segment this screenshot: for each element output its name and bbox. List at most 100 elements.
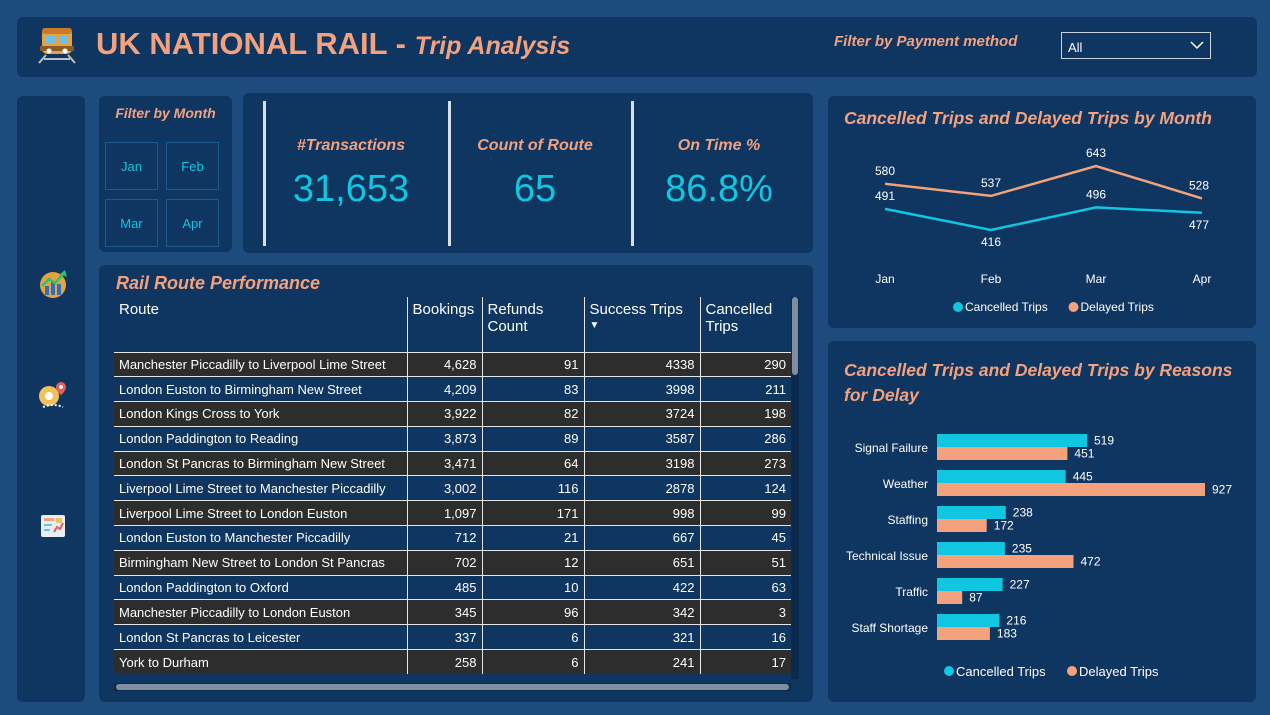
column-header-refunds[interactable]: Refunds Count: [481, 297, 584, 352]
side-nav: [17, 96, 85, 702]
vertical-scrollbar[interactable]: [791, 297, 799, 679]
x-tick-label: Feb: [981, 272, 1002, 286]
cell-bookings: 337: [406, 624, 482, 650]
legend-label: Cancelled Trips: [965, 300, 1048, 314]
cell-route: London Kings Cross to York: [114, 401, 407, 427]
monthly-trend-panel: Cancelled Trips and Delayed Trips by Mon…: [828, 96, 1256, 328]
cell-route: London St Pancras to Birmingham New Stre…: [114, 450, 407, 476]
chevron-down-icon: [1190, 41, 1204, 50]
cell-refunds: 91: [481, 351, 584, 377]
kpi-on-time-label: On Time %: [677, 137, 761, 154]
table-row[interactable]: Liverpool Lime Street to Manchester Picc…: [114, 475, 791, 501]
sort-descending-icon: ▼: [589, 320, 600, 331]
table-row[interactable]: London St Pancras to Leicester 337 6 321 16: [114, 624, 791, 650]
cell-success-trips: 998: [583, 500, 700, 526]
cell-success-trips: 667: [583, 525, 700, 551]
legend-marker: [944, 666, 954, 676]
x-tick-label: Jan: [875, 272, 894, 286]
data-label: 580: [875, 164, 895, 178]
table-row[interactable]: Manchester Piccadilly to London Euston 34…: [114, 599, 791, 625]
cell-route: Liverpool Lime Street to Manchester Picc…: [114, 475, 407, 501]
cell-refunds: 89: [481, 425, 584, 452]
month-button-mar[interactable]: Mar: [105, 199, 158, 247]
cell-bookings: 712: [406, 525, 482, 551]
table-row[interactable]: London Kings Cross to York 3,922 82 3724 198: [114, 401, 791, 427]
column-header-label: Bookings: [412, 301, 475, 318]
table-header-row: Route Bookings Refunds Count Success Tri…: [114, 297, 791, 352]
cell-refunds: 96: [481, 599, 584, 625]
cell-cancelled-trips: 273: [699, 450, 791, 476]
column-header-cancelled-trips[interactable]: Cancelled Trips: [699, 297, 791, 352]
cell-success-trips: 422: [583, 574, 700, 600]
month-button-apr[interactable]: Apr: [166, 199, 219, 247]
data-label: 491: [875, 189, 895, 203]
data-label: 238: [1013, 506, 1033, 520]
data-label: 216: [1006, 614, 1026, 628]
kpi-transactions-label: #Transactions: [296, 137, 406, 154]
payment-method-value: All: [1068, 40, 1083, 55]
legend-label: Delayed Trips: [1081, 300, 1154, 314]
cell-cancelled-trips: 290: [699, 351, 791, 377]
column-header-success-trips[interactable]: Success Trips ▼: [583, 297, 700, 352]
column-header-route[interactable]: Route: [114, 297, 407, 352]
map-pin-icon[interactable]: [37, 380, 69, 412]
cell-route: London Euston to Birmingham New Street: [114, 376, 407, 402]
line-chart: 491 416 496 477 580 537 643 528 Jan Feb Mar Apr Canc…: [875, 146, 1211, 314]
table-row[interactable]: London St Pancras to Birmingham New Stre…: [114, 450, 791, 476]
app-title: UK NATIONAL RAIL: [96, 26, 388, 61]
cell-refunds: 10: [481, 574, 584, 600]
table-row[interactable]: London Euston to Birmingham New Street 4,…: [114, 376, 791, 402]
column-header-label: Cancelled Trips: [705, 301, 773, 335]
page-subtitle: Trip Analysis: [414, 32, 571, 60]
cell-route: London Paddington to Oxford: [114, 574, 407, 600]
data-label: 451: [1074, 447, 1094, 461]
table-row[interactable]: London Paddington to Reading 3,873 89 3587 2…: [114, 425, 791, 452]
month-filter-panel: Filter by Month Jan Feb Mar Apr: [99, 96, 232, 252]
trend-chart-icon[interactable]: [37, 268, 69, 300]
table-row[interactable]: Liverpool Lime Street to London Euston 1,…: [114, 500, 791, 526]
horizontal-scrollbar[interactable]: [114, 683, 791, 691]
table-row[interactable]: London Paddington to Oxford 485 10 422 63: [114, 574, 791, 600]
train-logo-icon: [38, 28, 76, 64]
delay-reasons-panel: Cancelled Trips and Delayed Trips by Rea…: [828, 341, 1256, 702]
cell-bookings: 3,471: [406, 450, 482, 476]
scrollbar-thumb[interactable]: [792, 297, 798, 375]
bar-cancelled: [937, 542, 1005, 555]
legend-label: Delayed Trips: [1079, 664, 1159, 679]
cell-refunds: 116: [481, 475, 584, 501]
scrollbar-thumb[interactable]: [116, 684, 789, 690]
kpi-divider: [448, 101, 451, 246]
data-label: 472: [1081, 555, 1101, 569]
bar-cancelled: [937, 578, 1003, 591]
cell-cancelled-trips: 45: [699, 525, 791, 551]
month-button-jan[interactable]: Jan: [105, 142, 158, 190]
cell-refunds: 6: [481, 649, 584, 675]
table-row[interactable]: London Euston to Manchester Piccadilly 71…: [114, 525, 791, 551]
page-title: UK NATIONAL RAIL - Trip Analysis: [96, 26, 570, 62]
payment-filter-label: Filter by Payment method: [834, 33, 1018, 50]
payment-method-dropdown[interactable]: All: [1061, 32, 1211, 59]
data-label: 87: [969, 591, 983, 605]
data-label: 477: [1189, 218, 1209, 232]
table-row[interactable]: Manchester Piccadilly to Liverpool Lime …: [114, 351, 791, 377]
table-row[interactable]: Birmingham New Street to London St Pancr…: [114, 549, 791, 576]
cell-success-trips: 342: [583, 599, 700, 625]
cell-bookings: 3,873: [406, 425, 482, 452]
y-category-label: Staff Shortage: [852, 621, 929, 635]
column-header-label: Route: [119, 301, 160, 318]
y-category-label: Traffic: [895, 585, 928, 599]
data-label: 519: [1094, 434, 1114, 448]
route-performance-panel: Rail Route Performance Route Bookings Re…: [99, 265, 813, 702]
legend-label: Cancelled Trips: [956, 664, 1046, 679]
month-button-feb[interactable]: Feb: [166, 142, 219, 190]
report-icon[interactable]: [37, 510, 69, 542]
column-header-bookings[interactable]: Bookings: [406, 297, 482, 352]
cell-refunds: 83: [481, 376, 584, 402]
table-row[interactable]: York to Durham 258 6 241 17: [114, 649, 791, 675]
cell-cancelled-trips: 51: [699, 549, 791, 576]
bar-chart-title: Cancelled Trips and Delayed Trips by Rea…: [844, 360, 1233, 405]
column-header-label: Success Trips: [589, 301, 683, 318]
month-filter-title: Filter by Month: [115, 105, 216, 121]
cell-cancelled-trips: 63: [699, 574, 791, 600]
cell-refunds: 171: [481, 500, 584, 526]
